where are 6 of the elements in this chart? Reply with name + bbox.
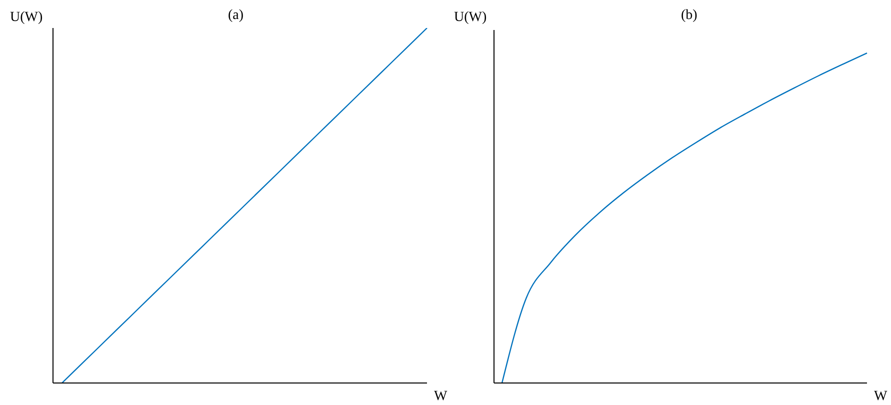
x-axis-title: W (874, 389, 888, 405)
chart-title: (b) (681, 8, 698, 24)
x-axis-title: W (434, 389, 448, 405)
y-axis-title: U(W) (454, 10, 487, 26)
chart-title: (a) (228, 8, 244, 24)
y-axis-title: U(W) (10, 10, 43, 26)
